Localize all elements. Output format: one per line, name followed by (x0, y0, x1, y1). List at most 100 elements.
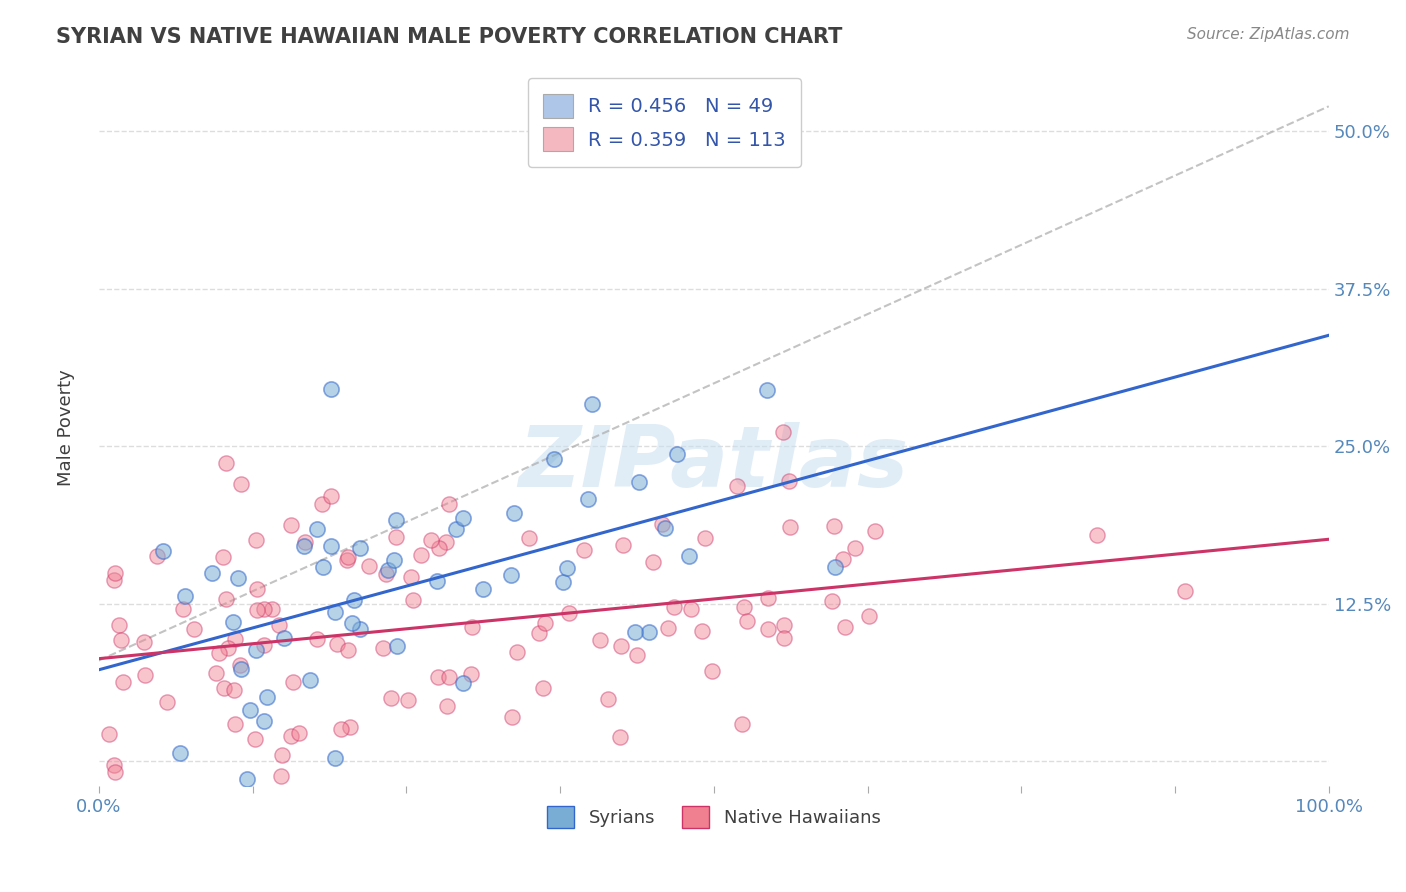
Native Hawaiians (641, 555, 664, 569)
Syrians (256, 690, 278, 704)
Native Hawaiians (374, 567, 396, 582)
Native Hawaiians (572, 542, 595, 557)
Native Hawaiians (359, 558, 381, 573)
Syrians (245, 643, 267, 657)
Syrians (624, 625, 647, 640)
Native Hawaiians (229, 658, 252, 673)
Native Hawaiians (260, 602, 283, 616)
Syrians (323, 605, 346, 619)
Syrians (152, 544, 174, 558)
Native Hawaiians (269, 853, 291, 867)
Native Hawaiians (305, 632, 328, 646)
Syrians (349, 622, 371, 636)
Native Hawaiians (301, 847, 323, 861)
Native Hawaiians (600, 805, 623, 820)
Native Hawaiians (401, 569, 423, 583)
Native Hawaiians (589, 633, 612, 648)
Native Hawaiians (612, 538, 634, 552)
Native Hawaiians (527, 626, 550, 640)
Native Hawaiians (461, 620, 484, 634)
Legend: Syrians, Native Hawaiians: Syrians, Native Hawaiians (540, 798, 887, 835)
Native Hawaiians (531, 681, 554, 695)
Native Hawaiians (756, 622, 779, 636)
Native Hawaiians (411, 549, 433, 563)
Native Hawaiians (253, 638, 276, 652)
Native Hawaiians (558, 607, 581, 621)
Native Hawaiians (97, 727, 120, 741)
Native Hawaiians (427, 541, 450, 556)
Native Hawaiians (501, 710, 523, 724)
Native Hawaiians (132, 635, 155, 649)
Syrians (229, 662, 252, 676)
Native Hawaiians (651, 517, 673, 532)
Native Hawaiians (733, 599, 755, 614)
Native Hawaiians (437, 670, 460, 684)
Native Hawaiians (281, 675, 304, 690)
Native Hawaiians (735, 615, 758, 629)
Native Hawaiians (371, 641, 394, 656)
Native Hawaiians (246, 603, 269, 617)
Native Hawaiians (330, 722, 353, 736)
Native Hawaiians (217, 640, 239, 655)
Native Hawaiians (104, 765, 127, 780)
Native Hawaiians (212, 681, 235, 695)
Native Hawaiians (657, 621, 679, 635)
Native Hawaiians (831, 552, 853, 566)
Syrians (627, 475, 650, 490)
Text: Source: ZipAtlas.com: Source: ZipAtlas.com (1187, 27, 1350, 42)
Native Hawaiians (598, 692, 620, 706)
Native Hawaiians (288, 726, 311, 740)
Syrians (426, 574, 449, 589)
Native Hawaiians (321, 489, 343, 503)
Native Hawaiians (337, 550, 360, 565)
Text: SYRIAN VS NATIVE HAWAIIAN MALE POVERTY CORRELATION CHART: SYRIAN VS NATIVE HAWAIIAN MALE POVERTY C… (56, 27, 842, 46)
Syrians (384, 552, 406, 566)
Native Hawaiians (437, 497, 460, 511)
Native Hawaiians (336, 553, 359, 567)
Native Hawaiians (112, 675, 135, 690)
Syrians (665, 447, 688, 461)
Native Hawaiians (662, 600, 685, 615)
Syrians (349, 541, 371, 555)
Native Hawaiians (253, 602, 276, 616)
Native Hawaiians (1174, 584, 1197, 599)
Syrians (555, 560, 578, 574)
Syrians (312, 559, 335, 574)
Syrians (453, 675, 475, 690)
Native Hawaiians (609, 730, 631, 744)
Native Hawaiians (108, 617, 131, 632)
Native Hawaiians (834, 619, 856, 633)
Native Hawaiians (725, 479, 748, 493)
Native Hawaiians (172, 602, 194, 616)
Native Hawaiians (224, 717, 246, 731)
Native Hawaiians (246, 582, 269, 596)
Native Hawaiians (245, 533, 267, 547)
Syrians (299, 673, 322, 687)
Native Hawaiians (271, 748, 294, 763)
Native Hawaiians (208, 646, 231, 660)
Native Hawaiians (844, 541, 866, 556)
Syrians (755, 383, 778, 397)
Native Hawaiians (460, 667, 482, 681)
Native Hawaiians (772, 618, 794, 632)
Syrians (292, 539, 315, 553)
Syrians (236, 772, 259, 786)
Native Hawaiians (326, 637, 349, 651)
Native Hawaiians (311, 497, 333, 511)
Syrians (385, 639, 408, 653)
Syrians (377, 562, 399, 576)
Native Hawaiians (1085, 528, 1108, 542)
Syrians (307, 522, 329, 536)
Syrians (499, 568, 522, 582)
Syrians (678, 549, 700, 563)
Syrians (201, 566, 224, 580)
Native Hawaiians (339, 720, 361, 734)
Native Hawaiians (224, 632, 246, 646)
Syrians (222, 615, 245, 630)
Native Hawaiians (212, 550, 235, 565)
Native Hawaiians (294, 535, 316, 549)
Syrians (325, 751, 347, 765)
Syrians (253, 714, 276, 728)
Native Hawaiians (245, 731, 267, 746)
Syrians (342, 615, 364, 630)
